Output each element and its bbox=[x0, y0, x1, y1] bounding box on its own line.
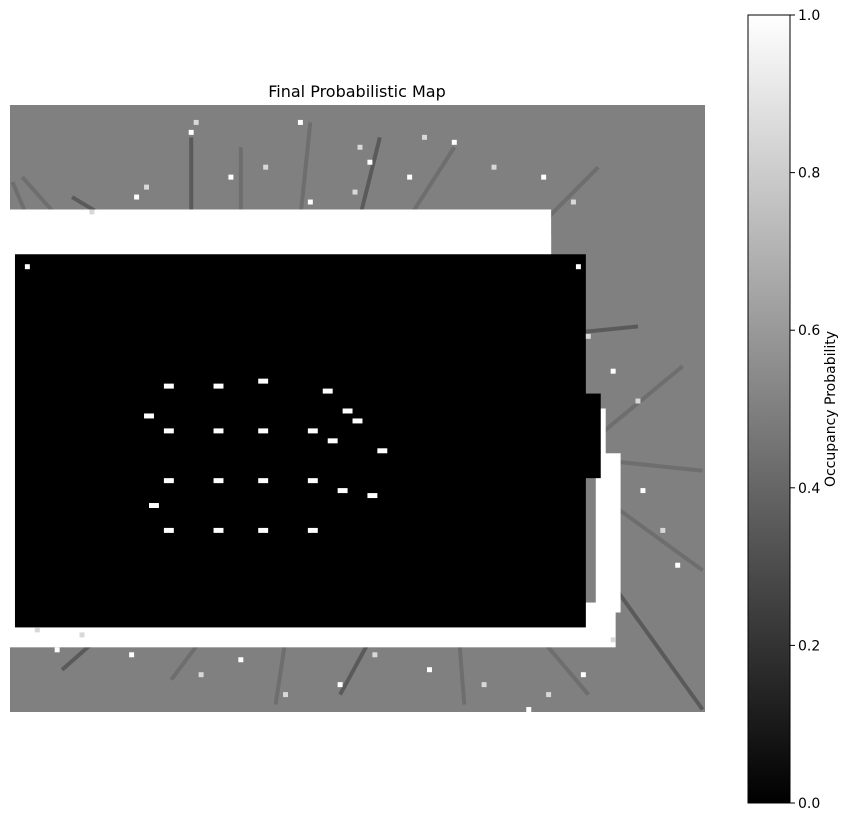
speckle-26 bbox=[238, 657, 244, 663]
colorbar-label: Occupancy Probability bbox=[823, 331, 839, 487]
speckle-22 bbox=[427, 667, 432, 673]
obstacle-15 bbox=[322, 388, 333, 394]
colorbar-tick-label: 0.0 bbox=[798, 796, 820, 812]
obstacle-18 bbox=[327, 438, 338, 444]
colorbar-tick-label: 0.2 bbox=[798, 638, 820, 654]
speckle-11 bbox=[585, 333, 591, 339]
speckle-10 bbox=[575, 264, 581, 270]
speckle-30 bbox=[54, 647, 60, 653]
speckle-21 bbox=[481, 682, 487, 688]
speckle-37 bbox=[263, 164, 269, 170]
speckle-15 bbox=[660, 527, 666, 533]
colorbar-tick-label: 0.6 bbox=[798, 323, 820, 339]
obstacle-12 bbox=[213, 527, 224, 533]
speckle-19 bbox=[546, 692, 552, 698]
speckle-14 bbox=[640, 488, 646, 494]
obstacle-22 bbox=[149, 503, 159, 509]
ray-13 bbox=[273, 639, 288, 705]
obstacle-20 bbox=[337, 488, 348, 494]
obstacle-10 bbox=[307, 478, 318, 484]
free-region-0 bbox=[14, 254, 586, 628]
colorbar-ticks: 0.0 0.2 0.4 0.6 0.8 1.0 bbox=[790, 8, 820, 812]
obstacle-14 bbox=[307, 527, 318, 533]
free-region-1 bbox=[506, 393, 601, 479]
obstacle-2 bbox=[258, 378, 269, 384]
obstacle-13 bbox=[258, 527, 269, 533]
speckle-6 bbox=[451, 139, 457, 145]
ray-8 bbox=[611, 503, 704, 572]
obstacle-3 bbox=[163, 428, 174, 434]
speckle-40 bbox=[407, 174, 413, 180]
obstacle-9 bbox=[258, 478, 269, 484]
obstacle-19 bbox=[377, 448, 388, 454]
speckle-39 bbox=[352, 189, 358, 195]
speckle-8 bbox=[541, 174, 547, 180]
obstacle-0 bbox=[163, 383, 174, 389]
ray-12 bbox=[338, 638, 372, 696]
speckle-33 bbox=[89, 209, 95, 215]
speckle-4 bbox=[367, 159, 373, 165]
speckle-23 bbox=[372, 652, 378, 658]
obstacle-8 bbox=[213, 478, 224, 484]
speckle-25 bbox=[283, 692, 288, 698]
speckle-35 bbox=[144, 184, 149, 190]
speckle-24 bbox=[337, 682, 343, 688]
colorbar-gradient bbox=[747, 14, 791, 804]
wall-0 bbox=[10, 209, 552, 260]
chart-title: Final Probabilistic Map bbox=[268, 82, 446, 101]
wall-4 bbox=[595, 453, 621, 613]
obstacle-11 bbox=[163, 527, 174, 533]
obstacle-5 bbox=[258, 428, 269, 434]
obstacle-1 bbox=[213, 383, 224, 389]
speckle-34 bbox=[134, 194, 140, 200]
speckle-38 bbox=[307, 199, 313, 205]
speckle-16 bbox=[675, 562, 681, 568]
speckle-31 bbox=[34, 627, 40, 633]
colorbar: 0.0 0.2 0.4 0.6 0.8 1.0 Occupancy Probability bbox=[747, 8, 839, 812]
speckle-13 bbox=[635, 398, 641, 404]
speckle-12 bbox=[610, 368, 616, 374]
speckle-7 bbox=[491, 164, 497, 170]
speckle-28 bbox=[129, 652, 135, 658]
speckle-32 bbox=[24, 264, 30, 270]
colorbar-tick-label: 0.4 bbox=[798, 481, 820, 497]
ray-4 bbox=[407, 146, 456, 219]
speckle-36 bbox=[228, 174, 234, 180]
ray-3 bbox=[358, 136, 382, 218]
colorbar-tick-label: 0.8 bbox=[798, 166, 820, 182]
speckle-9 bbox=[570, 199, 576, 205]
speckle-5 bbox=[422, 134, 427, 140]
speckle-1 bbox=[193, 119, 199, 125]
speckle-18 bbox=[580, 672, 586, 678]
obstacle-21 bbox=[367, 493, 378, 499]
obstacle-16 bbox=[342, 408, 353, 414]
obstacle-7 bbox=[163, 478, 174, 484]
speckle-3 bbox=[357, 144, 363, 150]
speckle-27 bbox=[198, 672, 204, 678]
speckle-17 bbox=[610, 637, 616, 643]
obstacle-6 bbox=[307, 428, 318, 434]
occupancy-map bbox=[10, 105, 705, 712]
speckle-2 bbox=[297, 119, 303, 125]
speckle-20 bbox=[526, 707, 532, 712]
obstacle-23 bbox=[144, 413, 154, 419]
speckle-0 bbox=[188, 129, 194, 135]
ray-11 bbox=[457, 639, 467, 705]
obstacle-17 bbox=[352, 418, 363, 424]
speckle-29 bbox=[79, 632, 85, 638]
colorbar-tick-label: 1.0 bbox=[798, 8, 820, 24]
obstacle-4 bbox=[213, 428, 224, 434]
ray-2 bbox=[298, 122, 313, 218]
ray-9 bbox=[611, 583, 705, 711]
